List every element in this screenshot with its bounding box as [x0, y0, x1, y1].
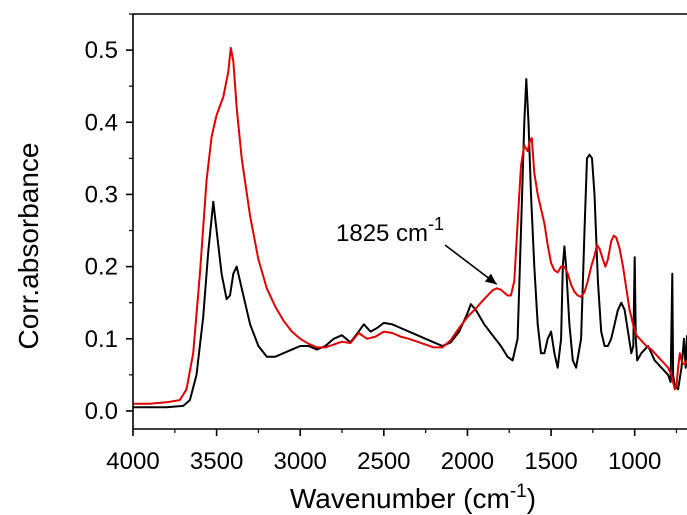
y-tick-label: 0.1	[85, 326, 118, 353]
annotation-label-main: 1825 cm	[336, 220, 428, 247]
y-tick-label: 0.4	[85, 109, 118, 136]
series-line-1	[133, 78, 687, 409]
x-tick-label: 2000	[441, 448, 494, 475]
y-tick-label: 0.5	[85, 37, 118, 64]
x-axis-title-close: )	[527, 483, 536, 514]
series-line-2	[133, 46, 687, 405]
axes-layer	[132, 13, 687, 430]
y-axis-title: Corr.absorbance	[13, 142, 44, 349]
y-tick-label: 0.2	[85, 254, 118, 281]
x-tick-label: 4000	[106, 448, 159, 475]
y-tick-label: 0.0	[85, 398, 118, 425]
x-axis-title: Wavenumber (cm-1)	[290, 481, 536, 514]
annotation-group: 1825 cm-1	[336, 214, 498, 285]
annotation-label-sup: -1	[428, 214, 444, 234]
y-tick-label: 0.3	[85, 181, 118, 208]
x-tick-label: 1000	[608, 448, 661, 475]
annotation-label: 1825 cm-1	[336, 214, 444, 247]
x-tick-label: 3000	[274, 448, 327, 475]
x-tick-label: 1500	[524, 448, 577, 475]
x-axis-title-sup: -1	[510, 481, 527, 502]
x-tick-label: 2500	[357, 448, 410, 475]
x-tick-label: 3500	[190, 448, 243, 475]
ticks-layer: 4000 3500 3000 2500 2000 1500 1000 0.0 0.1 0.2 0.3…	[85, 13, 678, 475]
series-layer	[133, 46, 687, 409]
annotation-arrowhead	[484, 273, 497, 285]
x-axis-title-main: Wavenumber (cm	[290, 483, 510, 514]
